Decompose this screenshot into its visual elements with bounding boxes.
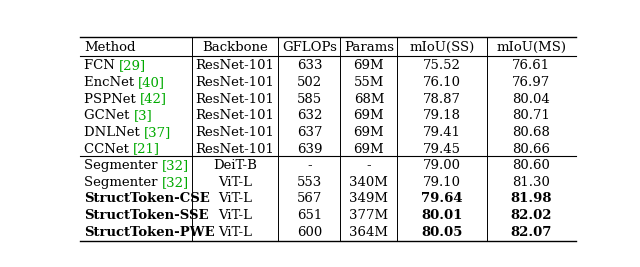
Text: CCNet: CCNet — [84, 143, 133, 156]
Text: ViT-L: ViT-L — [218, 193, 252, 206]
Text: Params: Params — [344, 41, 394, 54]
Text: StructToken-SSE: StructToken-SSE — [84, 209, 209, 222]
Text: ViT-L: ViT-L — [218, 209, 252, 222]
Text: PSPNet: PSPNet — [84, 93, 140, 105]
Text: DNLNet: DNLNet — [84, 126, 144, 139]
Text: mIoU(MS): mIoU(MS) — [497, 41, 566, 54]
Text: 79.00: 79.00 — [423, 159, 461, 172]
Text: 633: 633 — [297, 59, 322, 72]
Text: DeiT-B: DeiT-B — [213, 159, 257, 172]
Text: mIoU(SS): mIoU(SS) — [410, 41, 475, 54]
Text: 79.64: 79.64 — [421, 193, 463, 206]
Text: 76.61: 76.61 — [512, 59, 550, 72]
Text: 502: 502 — [297, 76, 322, 89]
Text: ViT-L: ViT-L — [218, 226, 252, 239]
Text: 79.18: 79.18 — [423, 109, 461, 122]
Text: 75.52: 75.52 — [423, 59, 461, 72]
Text: ResNet-101: ResNet-101 — [196, 126, 275, 139]
Text: 76.10: 76.10 — [423, 76, 461, 89]
Text: ResNet-101: ResNet-101 — [196, 59, 275, 72]
Text: ResNet-101: ResNet-101 — [196, 109, 275, 122]
Text: 80.05: 80.05 — [421, 226, 463, 239]
Text: [40]: [40] — [138, 76, 165, 89]
Text: 80.04: 80.04 — [513, 93, 550, 105]
Text: 567: 567 — [297, 193, 322, 206]
Text: 79.10: 79.10 — [423, 176, 461, 189]
Text: 69M: 69M — [354, 59, 384, 72]
Text: 68M: 68M — [354, 93, 384, 105]
Text: 78.87: 78.87 — [423, 93, 461, 105]
Text: 585: 585 — [297, 93, 322, 105]
Text: StructToken-PWE: StructToken-PWE — [84, 226, 214, 239]
Text: 69M: 69M — [354, 143, 384, 156]
Text: 79.45: 79.45 — [423, 143, 461, 156]
Text: 349M: 349M — [349, 193, 388, 206]
Text: -: - — [367, 159, 371, 172]
Text: StructToken-CSE: StructToken-CSE — [84, 193, 210, 206]
Text: 553: 553 — [297, 176, 322, 189]
Text: -: - — [307, 159, 312, 172]
Text: ViT-L: ViT-L — [218, 176, 252, 189]
Text: FCN: FCN — [84, 59, 119, 72]
Text: GCNet: GCNet — [84, 109, 134, 122]
Text: EncNet: EncNet — [84, 76, 138, 89]
Text: 82.07: 82.07 — [511, 226, 552, 239]
Text: 69M: 69M — [354, 109, 384, 122]
Text: 80.01: 80.01 — [421, 209, 463, 222]
Text: 82.02: 82.02 — [511, 209, 552, 222]
Text: 55M: 55M — [354, 76, 384, 89]
Text: Backbone: Backbone — [202, 41, 268, 54]
Text: [29]: [29] — [119, 59, 146, 72]
Text: 80.68: 80.68 — [513, 126, 550, 139]
Text: [42]: [42] — [140, 93, 167, 105]
Text: [3]: [3] — [134, 109, 152, 122]
Text: 632: 632 — [297, 109, 322, 122]
Text: 600: 600 — [297, 226, 322, 239]
Text: 377M: 377M — [349, 209, 388, 222]
Text: 340M: 340M — [349, 176, 388, 189]
Text: Method: Method — [84, 41, 136, 54]
Text: 80.66: 80.66 — [513, 143, 550, 156]
Text: [21]: [21] — [133, 143, 160, 156]
Text: ResNet-101: ResNet-101 — [196, 93, 275, 105]
Text: 79.41: 79.41 — [423, 126, 461, 139]
Text: 637: 637 — [297, 126, 322, 139]
Text: 80.71: 80.71 — [513, 109, 550, 122]
Text: ResNet-101: ResNet-101 — [196, 76, 275, 89]
Text: 364M: 364M — [349, 226, 388, 239]
Text: [32]: [32] — [162, 176, 189, 189]
Text: 81.98: 81.98 — [511, 193, 552, 206]
Text: Segmenter: Segmenter — [84, 176, 162, 189]
Text: 76.97: 76.97 — [512, 76, 550, 89]
Text: Segmenter: Segmenter — [84, 159, 162, 172]
Text: 80.60: 80.60 — [513, 159, 550, 172]
Text: [37]: [37] — [144, 126, 172, 139]
Text: GFLOPs: GFLOPs — [282, 41, 337, 54]
Text: 639: 639 — [297, 143, 322, 156]
Text: ResNet-101: ResNet-101 — [196, 143, 275, 156]
Text: 81.30: 81.30 — [513, 176, 550, 189]
Text: 69M: 69M — [354, 126, 384, 139]
Text: 651: 651 — [297, 209, 322, 222]
Text: [32]: [32] — [162, 159, 189, 172]
